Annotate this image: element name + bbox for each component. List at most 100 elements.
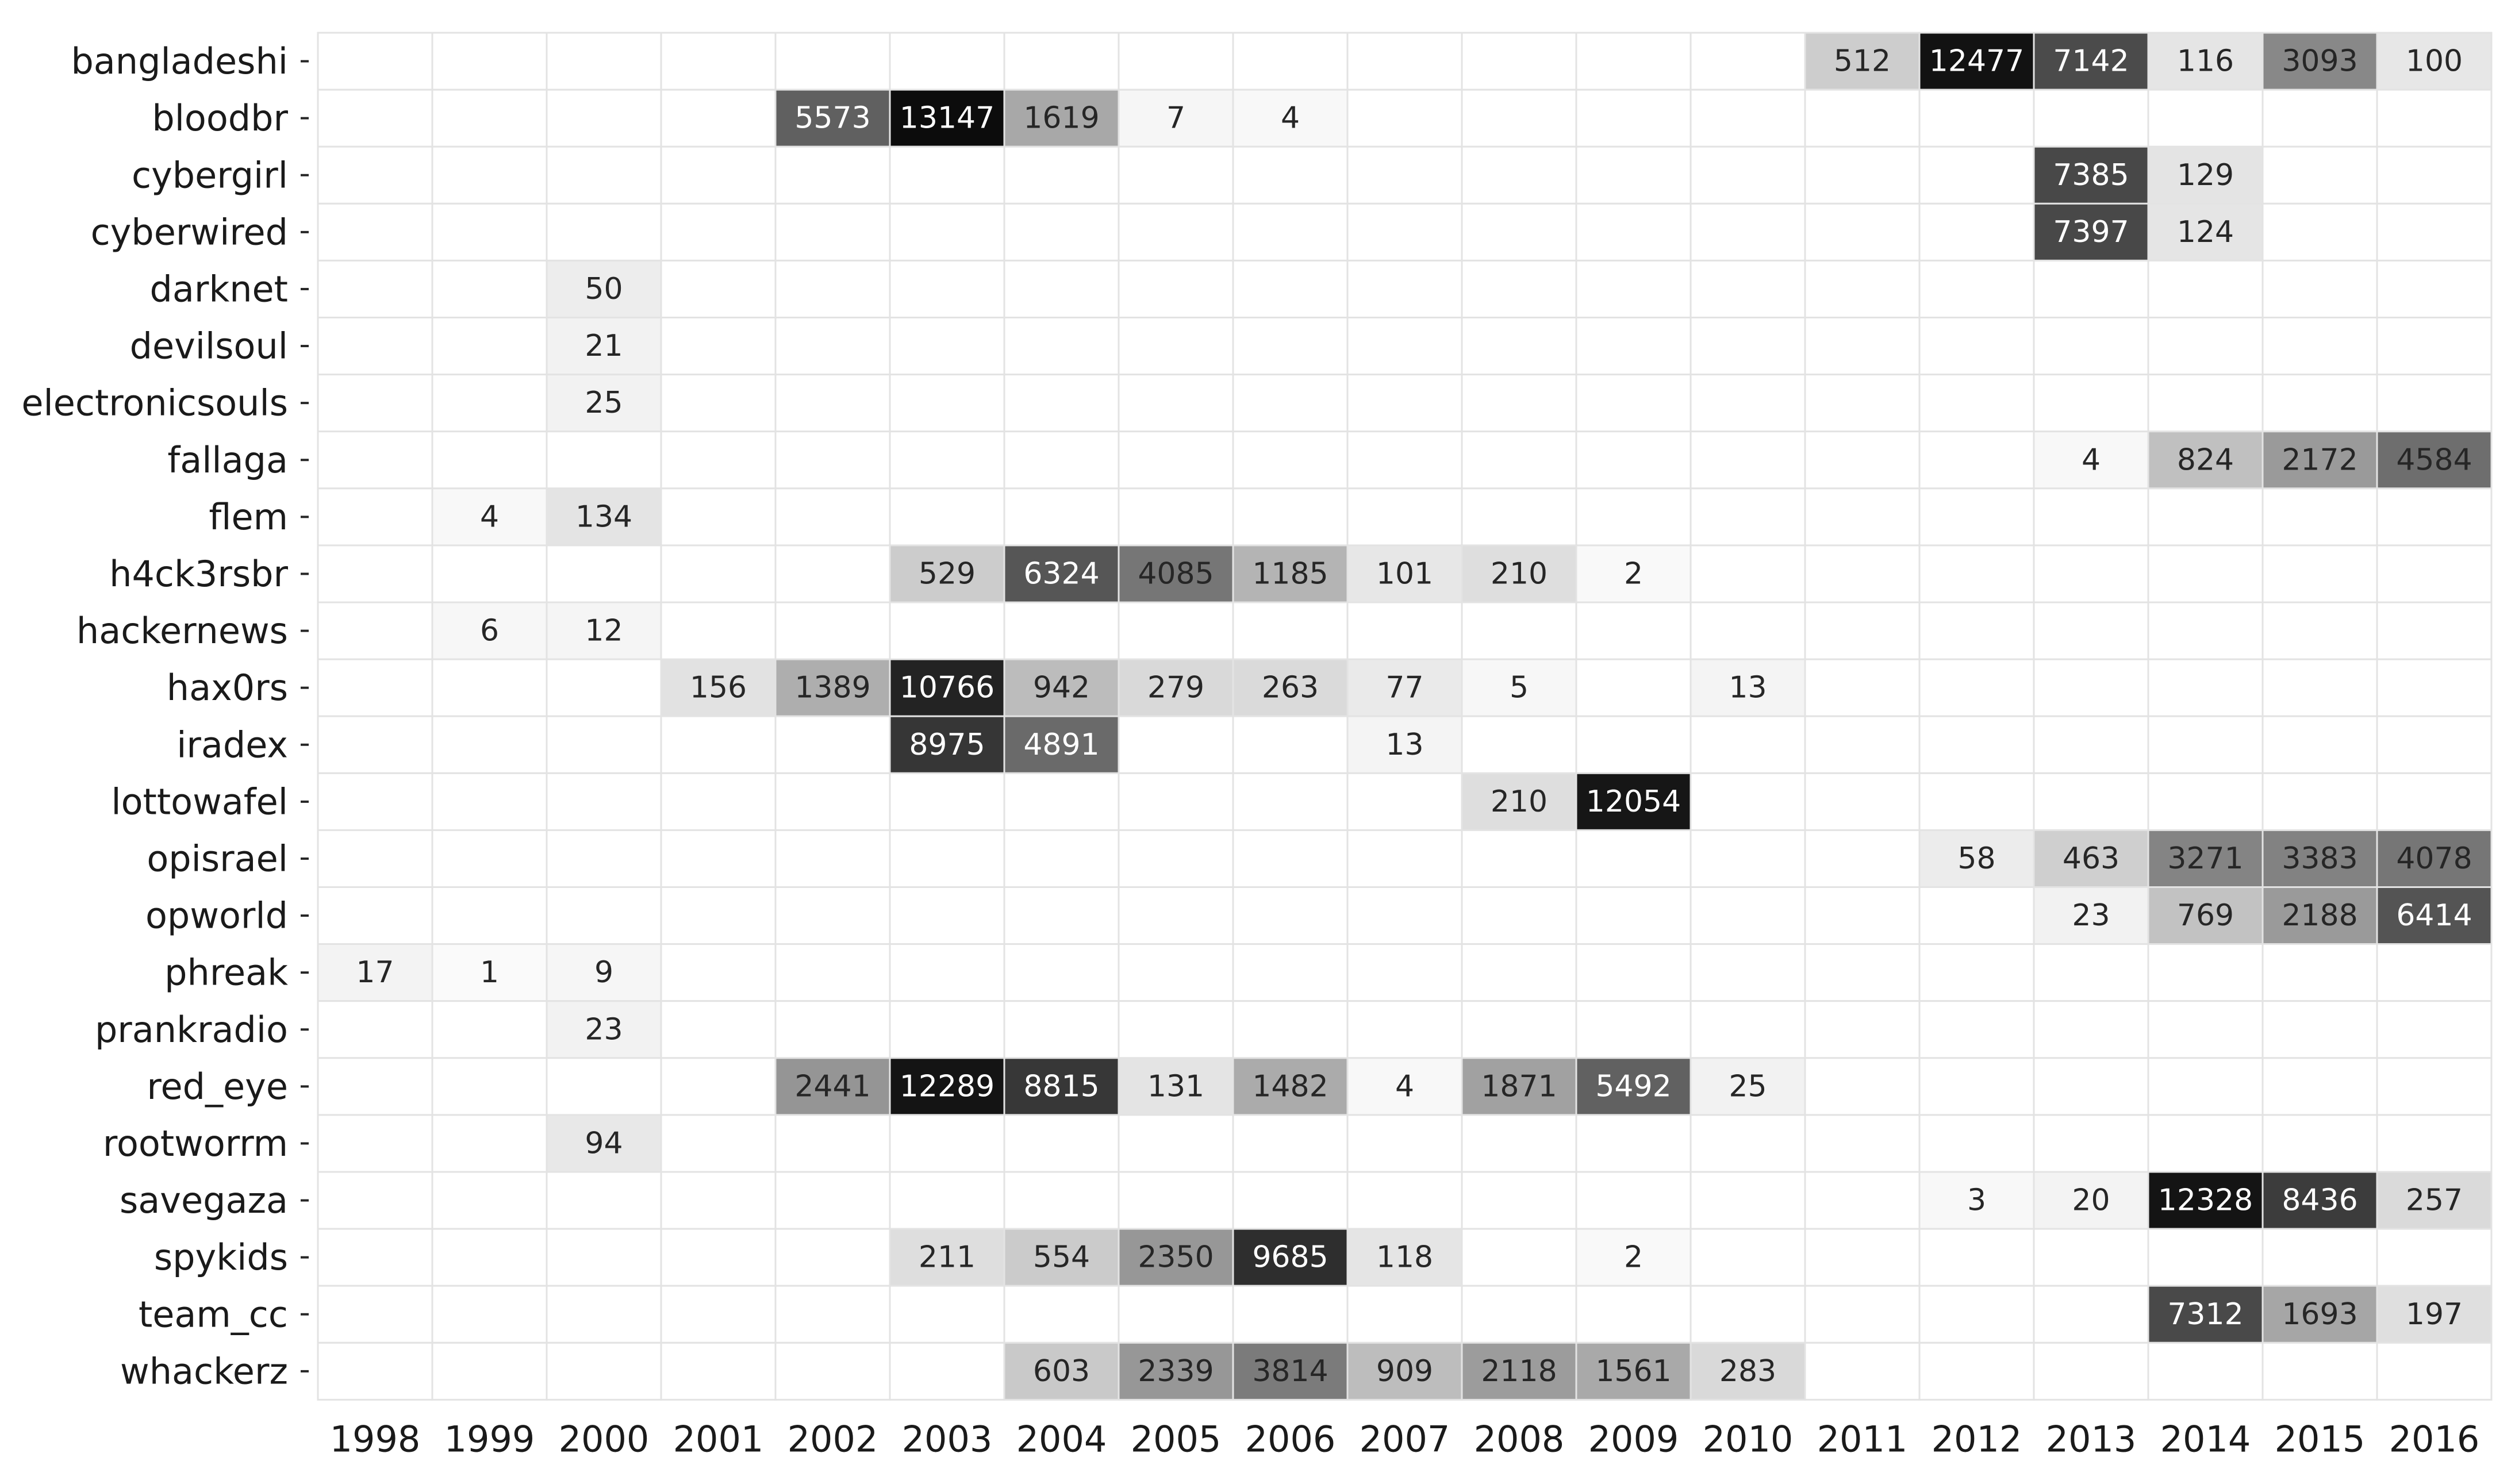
- heatmap-cell: [1346, 715, 1463, 774]
- cell-value-label: 4078: [2396, 841, 2472, 876]
- heatmap-cell: [1003, 430, 1120, 490]
- heatmap-cell: [1461, 1114, 1577, 1173]
- heatmap-cell: [2033, 943, 2149, 1002]
- heatmap-cell: [660, 943, 777, 1002]
- cell-value-label: 1561: [1595, 1354, 1671, 1389]
- heatmap-cell: [2261, 487, 2378, 547]
- heatmap-cell: [660, 1341, 777, 1401]
- cell-value-label: 2188: [2282, 898, 2357, 933]
- heatmap-cell: [1690, 259, 1806, 318]
- y-tick-label: bloodbr: [152, 97, 288, 139]
- cell-value-label: 257: [2406, 1183, 2463, 1218]
- heatmap-cell: [1003, 32, 1120, 91]
- heatmap-cell: [1804, 32, 1921, 91]
- cell-value-label: 1482: [1252, 1069, 1328, 1104]
- heatmap-cell: [2033, 89, 2149, 148]
- heatmap-cell: [1918, 772, 2035, 831]
- cell-value-label: 1693: [2282, 1297, 2357, 1332]
- heatmap-cell: [1690, 1341, 1806, 1401]
- heatmap-cell: [2033, 317, 2149, 376]
- heatmap-cell: [317, 715, 433, 774]
- heatmap-cell: [546, 430, 662, 490]
- heatmap-cell: [546, 1228, 662, 1287]
- heatmap-cell: [889, 601, 1005, 660]
- cell-value-label: 4: [2082, 443, 2101, 477]
- heatmap-cell: [1232, 1000, 1349, 1059]
- cell-value-label: 2118: [1481, 1354, 1557, 1389]
- cell-value-label: 3383: [2282, 841, 2357, 876]
- heatmap-cell: [1346, 32, 1463, 91]
- cell-value-label: 4: [1281, 101, 1300, 136]
- heatmap-cell: [1461, 943, 1577, 1002]
- heatmap-cell: [660, 145, 777, 205]
- cell-value-label: 100: [2406, 44, 2463, 79]
- heatmap-cell: [2033, 1057, 2149, 1116]
- cell-value-label: 77: [1385, 671, 1423, 705]
- cell-value-label: 7397: [2053, 215, 2129, 249]
- heatmap-cell: [1918, 829, 2035, 889]
- heatmap-cell: [1346, 1285, 1463, 1344]
- heatmap-cell: [1232, 1171, 1349, 1230]
- heatmap-cell: [1232, 658, 1349, 717]
- heatmap-cell: [1804, 374, 1921, 433]
- heatmap-cell: [431, 374, 548, 433]
- heatmap-cell: [774, 1000, 891, 1059]
- heatmap-cell: [546, 1341, 662, 1401]
- cell-value-label: 23: [2072, 898, 2110, 933]
- heatmap-cell: [1003, 1114, 1120, 1173]
- heatmap-cell: [2376, 658, 2493, 717]
- heatmap-cell: [2033, 1000, 2149, 1059]
- heatmap-cell: [546, 886, 662, 945]
- heatmap-cell: [660, 317, 777, 376]
- cell-value-label: 1871: [1481, 1069, 1557, 1104]
- heatmap-cell: [774, 772, 891, 831]
- heatmap-cell: [431, 317, 548, 376]
- heatmap-cell: [431, 943, 548, 1002]
- heatmap-cell: [1461, 89, 1577, 148]
- heatmap-cell: [1690, 943, 1806, 1002]
- cell-value-label: 5492: [1595, 1069, 1671, 1104]
- heatmap-cell: [1346, 601, 1463, 660]
- heatmap-cell: [1575, 1000, 1692, 1059]
- cell-value-label: 603: [1033, 1354, 1090, 1389]
- x-tick-label: 2010: [1703, 1418, 1794, 1460]
- heatmap-cell: [2376, 1114, 2493, 1173]
- heatmap-cell: [660, 430, 777, 490]
- heatmap-cell: [1118, 772, 1234, 831]
- heatmap-cell: [1461, 886, 1577, 945]
- heatmap-cell: [889, 886, 1005, 945]
- heatmap-cell: [660, 259, 777, 318]
- x-tick-label: 2015: [2275, 1418, 2366, 1460]
- heatmap-cell: [317, 1057, 433, 1116]
- heatmap-cell: [1003, 601, 1120, 660]
- cell-value-label: 1: [480, 955, 499, 990]
- heatmap-cell: [2376, 715, 2493, 774]
- heatmap-cell: [1918, 601, 2035, 660]
- heatmap-cell: [889, 829, 1005, 889]
- heatmap-cell: [1575, 1285, 1692, 1344]
- heatmap-cell: [1690, 1171, 1806, 1230]
- heatmap-cell: [431, 430, 548, 490]
- heatmap-cell: [1918, 202, 2035, 262]
- y-tick-label: opisrael: [147, 837, 288, 879]
- heatmap-cell: [317, 886, 433, 945]
- cell-value-label: 8436: [2282, 1183, 2357, 1218]
- cell-value-label: 131: [1147, 1069, 1204, 1104]
- cell-value-label: 156: [690, 671, 747, 705]
- heatmap-cell: [774, 715, 891, 774]
- heatmap-cell: [1003, 943, 1120, 1002]
- heatmap-cell: [317, 601, 433, 660]
- heatmap-cell: [2147, 487, 2264, 547]
- heatmap-cell: [2147, 715, 2264, 774]
- heatmap-cell: [889, 1114, 1005, 1173]
- heatmap-cell: [546, 1000, 662, 1059]
- heatmap-cell: [1003, 259, 1120, 318]
- cell-value-label: 2339: [1138, 1354, 1214, 1389]
- heatmap-cell: [1804, 430, 1921, 490]
- cell-value-label: 942: [1033, 671, 1090, 705]
- y-tick-label: rootworrm: [103, 1122, 288, 1164]
- cell-value-label: 6324: [1023, 556, 1099, 591]
- heatmap-cell: [1461, 544, 1577, 603]
- heatmap-cell: [774, 1341, 891, 1401]
- cell-value-label: 21: [585, 329, 623, 363]
